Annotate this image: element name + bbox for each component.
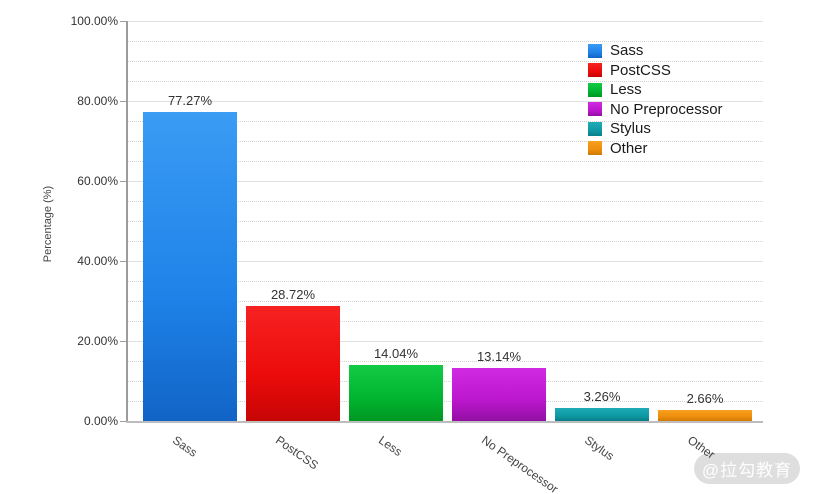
minor-gridline <box>128 361 763 362</box>
bar-value-label: 2.66% <box>686 391 724 407</box>
legend-swatch-icon <box>588 63 602 78</box>
major-gridline <box>128 261 763 262</box>
y-tick-label: 40.00% <box>77 254 118 268</box>
legend-item-stylus[interactable]: Stylus <box>588 119 723 139</box>
y-tick-label: 20.00% <box>77 334 118 348</box>
minor-gridline <box>128 301 763 302</box>
watermark-text: @拉勾教育 <box>701 461 793 480</box>
watermark-badge: @拉勾教育 <box>694 453 800 484</box>
minor-gridline <box>128 141 763 142</box>
legend-item-no-preprocessor[interactable]: No Preprocessor <box>588 100 723 120</box>
y-tick-label: 80.00% <box>77 94 118 108</box>
legend-label: Stylus <box>610 120 651 138</box>
legend-label: Sass <box>610 42 644 60</box>
y-tick-mark <box>120 341 126 342</box>
legend-swatch-icon <box>588 43 602 58</box>
major-gridline <box>128 21 763 22</box>
plot-area: 77.27% 28.72% 14.04% 13.14% 3.26% 2.66% <box>126 21 763 423</box>
minor-gridline <box>128 321 763 322</box>
legend-label: Less <box>610 81 642 99</box>
legend-label: PostCSS <box>610 61 671 79</box>
minor-gridline <box>128 121 763 122</box>
y-tick-mark <box>120 421 126 422</box>
legend-swatch-icon <box>588 102 602 117</box>
major-gridline <box>128 181 763 182</box>
x-tick-label-no-preprocessor: No Preprocessor <box>478 433 561 494</box>
legend: Sass PostCSS Less No Preprocessor Stylus Othe… <box>588 41 723 158</box>
bar-other[interactable] <box>658 410 752 421</box>
bar-value-label: 28.72% <box>270 287 316 303</box>
y-tick-mark <box>120 181 126 182</box>
legend-label: Other <box>610 139 648 157</box>
bar-value-label: 77.27% <box>167 92 213 108</box>
y-axis-line <box>126 21 128 422</box>
bar-stylus[interactable] <box>555 407 649 421</box>
x-tick-label-postcss: PostCSS <box>272 433 321 473</box>
bar-value-label: 13.14% <box>476 349 522 365</box>
x-tick-label-sass: Sass <box>169 433 200 460</box>
minor-gridline <box>128 241 763 242</box>
minor-gridline <box>128 61 763 62</box>
bar-postcss[interactable] <box>246 306 340 421</box>
x-axis-line <box>126 421 763 423</box>
legend-item-less[interactable]: Less <box>588 80 723 100</box>
x-tick-label-stylus: Stylus <box>581 433 617 464</box>
y-tick-label: 0.00% <box>83 414 118 428</box>
legend-swatch-icon <box>588 82 602 97</box>
legend-swatch-icon <box>588 121 602 136</box>
y-tick-mark <box>120 101 126 102</box>
major-gridline <box>128 341 763 342</box>
y-tick-mark <box>120 261 126 262</box>
bar-no-preprocessor[interactable] <box>452 368 546 421</box>
minor-gridline <box>128 401 763 402</box>
y-tick-label: 100.00% <box>70 14 118 28</box>
minor-gridline <box>128 201 763 202</box>
minor-gridline <box>128 221 763 222</box>
legend-label: No Preprocessor <box>610 100 723 118</box>
legend-item-sass[interactable]: Sass <box>588 41 723 61</box>
y-tick-mark <box>120 21 126 22</box>
bar-sass[interactable] <box>143 111 237 421</box>
major-gridline <box>128 101 763 102</box>
legend-item-other[interactable]: Other <box>588 139 723 159</box>
minor-gridline <box>128 41 763 42</box>
minor-gridline <box>128 381 763 382</box>
legend-item-postcss[interactable]: PostCSS <box>588 61 723 81</box>
y-tick-label: 60.00% <box>77 174 118 188</box>
bar-less[interactable] <box>349 364 443 421</box>
minor-gridline <box>128 81 763 82</box>
minor-gridline <box>128 281 763 282</box>
x-tick-label-less: Less <box>375 433 405 460</box>
minor-gridline <box>128 161 763 162</box>
legend-swatch-icon <box>588 141 602 156</box>
bar-value-label: 3.26% <box>583 388 621 404</box>
bar-value-label: 14.04% <box>373 345 419 361</box>
